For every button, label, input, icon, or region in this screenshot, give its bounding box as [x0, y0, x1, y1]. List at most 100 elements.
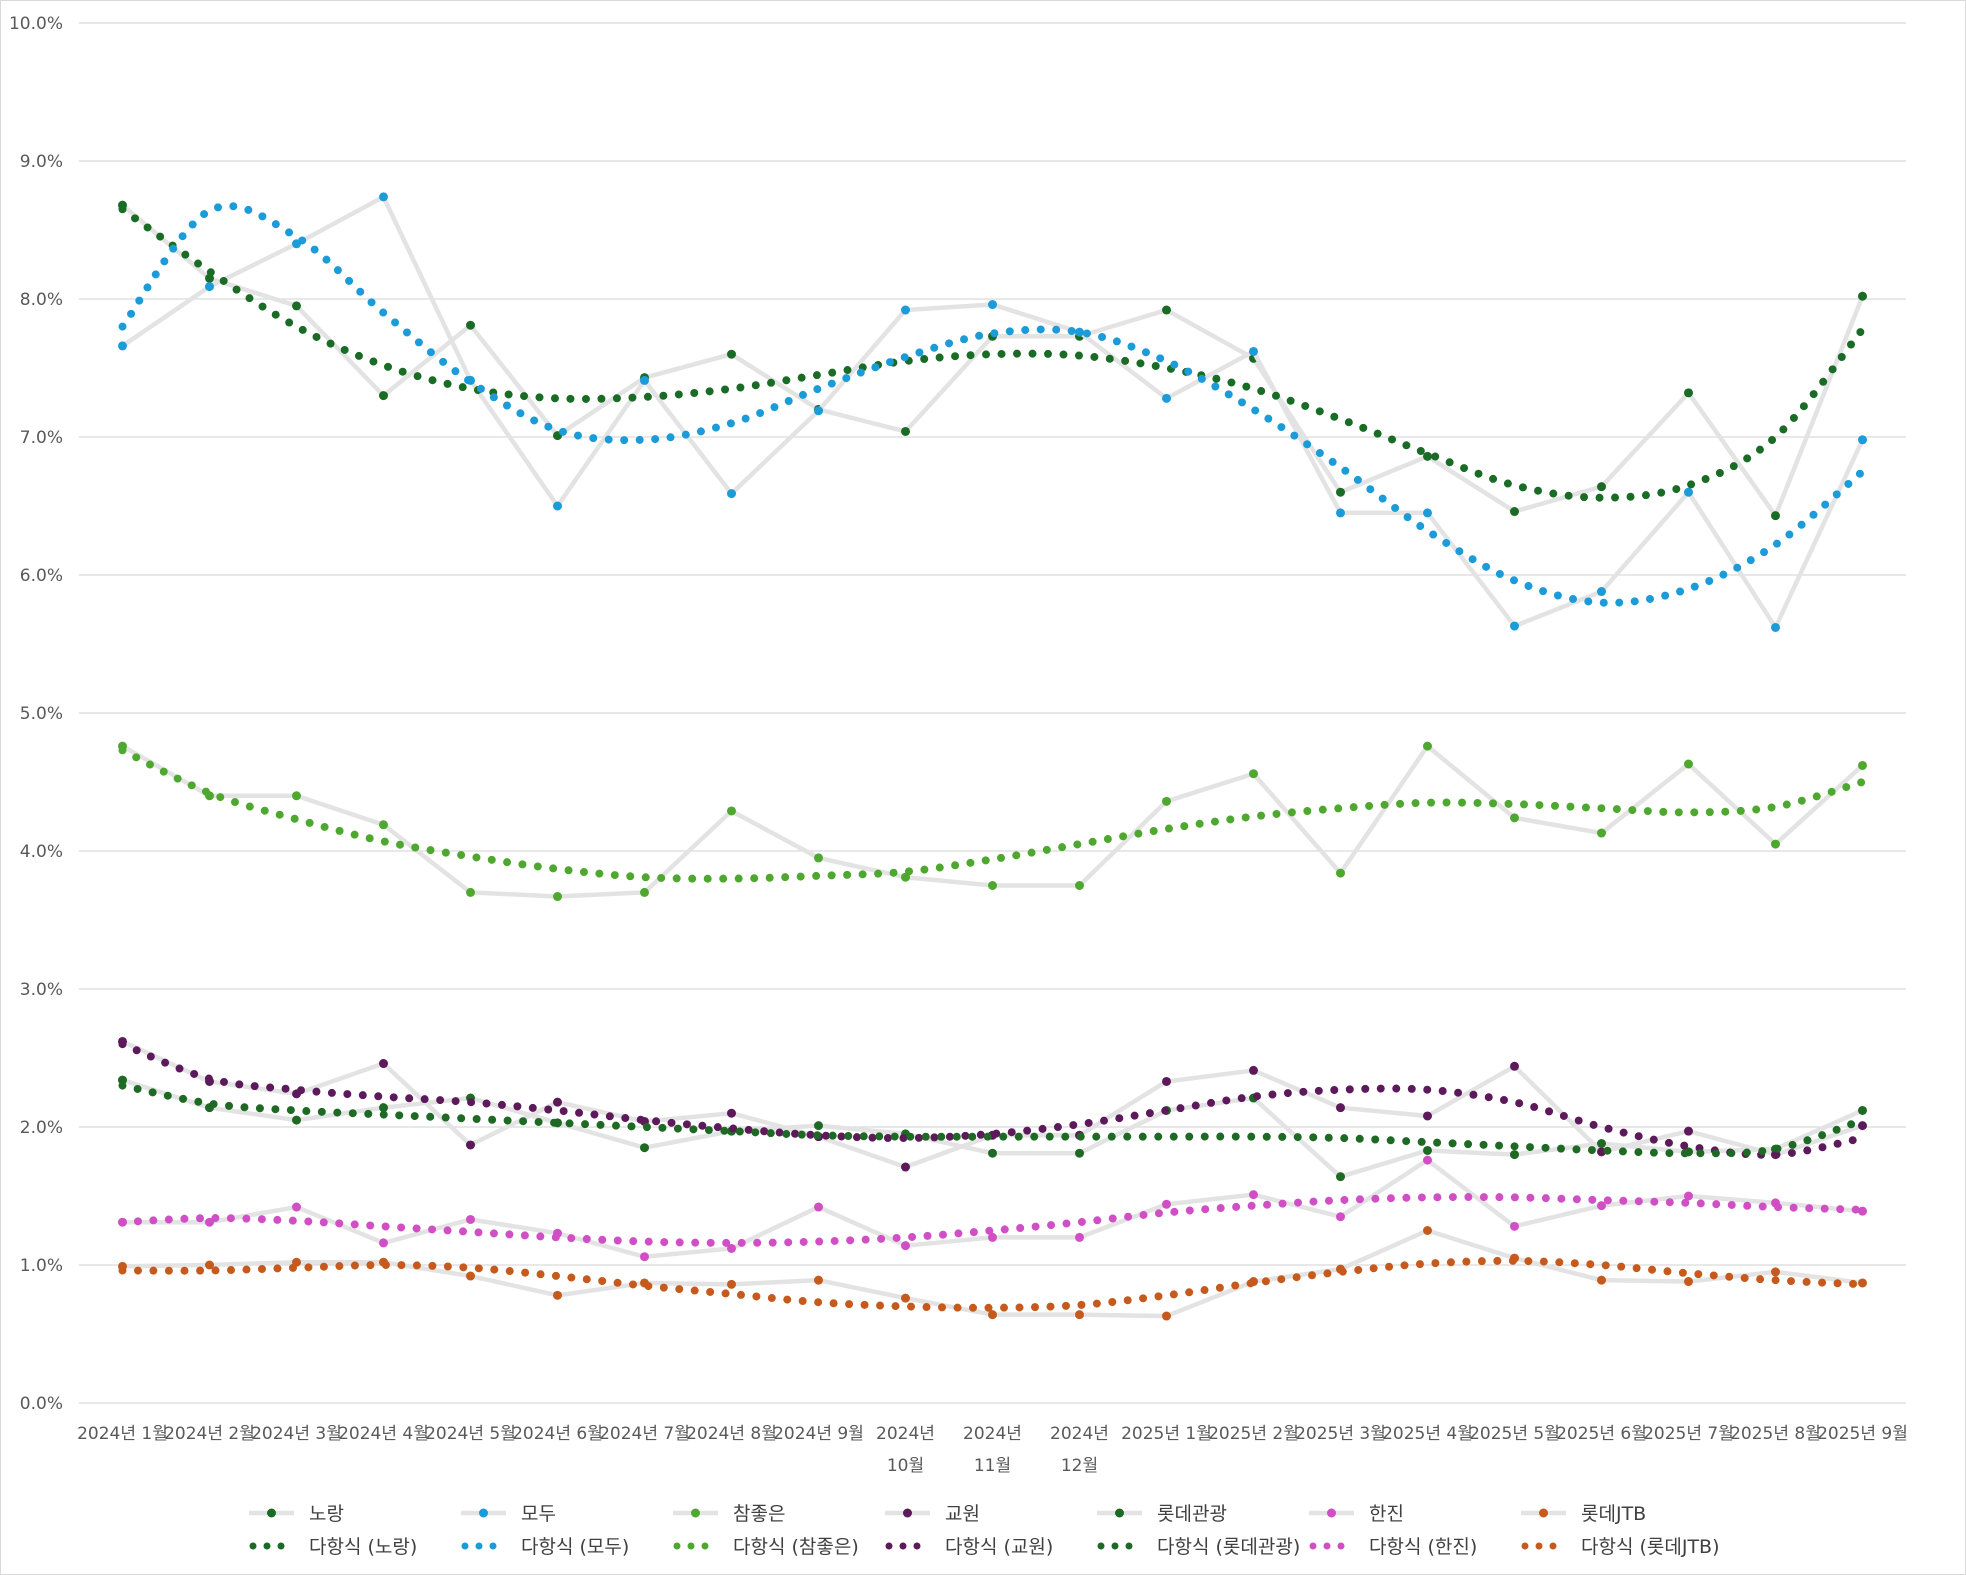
data-point	[1336, 508, 1345, 518]
data-point	[205, 1217, 214, 1227]
data-point	[466, 887, 475, 897]
data-point	[727, 1108, 736, 1118]
legend-item: 다항식 (롯데관광)	[1097, 1536, 1300, 1558]
legend-label: 다항식 (롯데관광)	[1157, 1536, 1300, 1558]
x-tick-label: 2024년 2월	[164, 1424, 255, 1444]
legend: 노랑 모두 참좋은 교원 롯데관광 한진 롯데JTB 다항식 (노랑) 다항식 (모두) 다항식 …	[249, 1503, 1720, 1558]
data-point	[1597, 1275, 1606, 1285]
trendline-다항식 (롯데JTB)	[118, 1256, 1867, 1312]
legend-label: 롯데관광	[1157, 1503, 1227, 1525]
data-point	[727, 806, 736, 816]
trendline-다항식 (참좋은)	[118, 746, 1867, 883]
x-tick-label: 2024년 8월	[686, 1424, 777, 1444]
series-line	[121, 203, 1865, 518]
x-tick-label: 2025년 7월	[1643, 1424, 1734, 1444]
data-point	[901, 1162, 910, 1172]
data-point	[1771, 622, 1780, 632]
data-point	[292, 791, 301, 801]
data-point	[988, 1232, 997, 1242]
data-point	[814, 1275, 823, 1285]
data-point	[814, 853, 823, 863]
data-point	[814, 406, 823, 416]
legend-marker-swatch	[267, 1508, 276, 1518]
legend-label: 롯데JTB	[1581, 1503, 1646, 1525]
data-point	[640, 1252, 649, 1262]
data-point	[1075, 881, 1084, 890]
y-tick-label: 6.0%	[20, 566, 63, 586]
data-point	[292, 301, 301, 311]
data-point	[1858, 1206, 1867, 1216]
data-point	[466, 1140, 475, 1150]
x-tick-label: 2025년 8월	[1730, 1424, 1821, 1444]
legend-item: 롯데관광	[1097, 1503, 1227, 1525]
data-point	[1423, 1111, 1432, 1121]
series-모두	[118, 192, 1867, 632]
x-tick-label: 2024년 3월	[251, 1424, 342, 1444]
data-point	[1336, 487, 1345, 497]
data-point	[118, 341, 127, 351]
data-point	[379, 1238, 388, 1248]
data-point	[1423, 508, 1432, 518]
data-point	[901, 426, 910, 436]
y-tick-label: 1.0%	[20, 1256, 63, 1276]
data-point	[640, 375, 649, 385]
data-point	[727, 349, 736, 359]
data-point	[1162, 1076, 1171, 1086]
x-tick-label: 2025년 1월	[1121, 1424, 1212, 1444]
data-point	[1771, 1267, 1780, 1277]
data-point	[1249, 1190, 1258, 1200]
legend-label: 다항식 (한진)	[1369, 1536, 1477, 1558]
legend-label: 교원	[945, 1503, 980, 1525]
data-point	[1336, 1212, 1345, 1222]
data-point	[988, 881, 997, 890]
data-point	[727, 489, 736, 499]
x-tick-label: 2025년 3월	[1295, 1424, 1386, 1444]
data-point	[1771, 511, 1780, 521]
data-point	[1510, 1061, 1519, 1071]
series-line	[121, 194, 1865, 630]
trendline-다항식 (한진)	[118, 1193, 1867, 1247]
data-point	[553, 1290, 562, 1300]
data-point	[1075, 327, 1084, 337]
data-point	[1684, 759, 1693, 769]
data-point	[1075, 1310, 1084, 1320]
legend-item: 다항식 (노랑)	[249, 1536, 417, 1558]
y-tick-label: 0.0%	[20, 1394, 63, 1414]
legend-marker-swatch	[903, 1508, 912, 1518]
data-point	[901, 1241, 910, 1251]
legend-marker-swatch	[691, 1508, 700, 1518]
data-point	[1858, 435, 1867, 445]
data-point	[553, 501, 562, 511]
data-point	[1858, 1121, 1867, 1131]
y-tick-label: 10.0%	[9, 14, 63, 34]
series-한진	[118, 1155, 1867, 1262]
data-point	[1510, 621, 1519, 631]
legend-marker-swatch	[1327, 1508, 1336, 1518]
legend-item: 교원	[885, 1503, 980, 1525]
legend-label: 모두	[521, 1503, 556, 1525]
series-참좋은	[118, 741, 1867, 902]
polynomial-trendlines	[118, 202, 1867, 1312]
data-point	[901, 1293, 910, 1303]
x-tick-label: 2024년 10월	[876, 1424, 935, 1476]
legend-label: 한진	[1369, 1503, 1404, 1525]
data-point	[1597, 1201, 1606, 1211]
data-point	[1162, 393, 1171, 403]
trendline-다항식 (롯데관광)	[118, 1081, 1867, 1158]
legend-item: 노랑	[249, 1503, 344, 1525]
series-롯데관광	[118, 1075, 1867, 1182]
data-point	[1162, 796, 1171, 806]
x-tick-label: 2024년 11월	[963, 1424, 1022, 1476]
x-tick-label: 2024년 7월	[599, 1424, 690, 1444]
x-tick-label: 2024년 1월	[77, 1424, 168, 1444]
data-point	[379, 391, 388, 401]
x-tick-label: 2024년 12월	[1050, 1424, 1109, 1476]
legend-marker-swatch	[1539, 1508, 1548, 1518]
legend-label: 참좋은	[733, 1503, 785, 1525]
data-point	[466, 1214, 475, 1224]
data-point	[640, 1143, 649, 1153]
trendline-다항식 (노랑)	[118, 205, 1867, 502]
data-point	[1249, 1065, 1258, 1075]
data-point	[205, 282, 214, 292]
series-노랑	[118, 200, 1867, 521]
